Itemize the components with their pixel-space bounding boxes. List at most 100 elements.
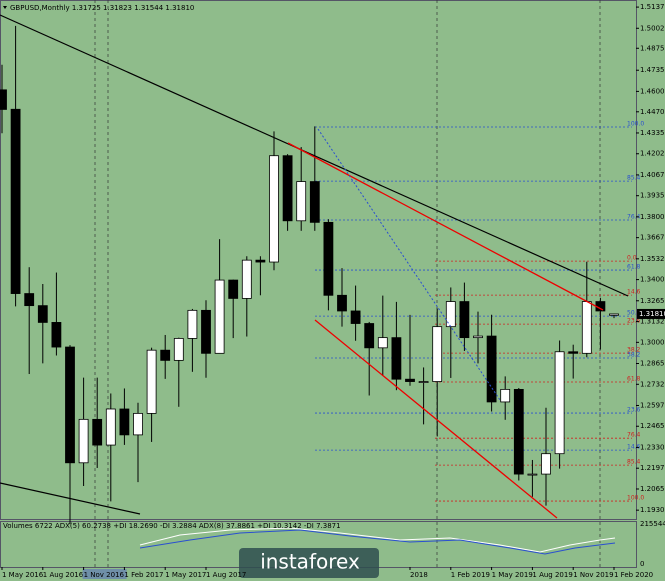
y-tick-label: 1.46000: [640, 87, 665, 95]
candle-body: [10, 108, 21, 294]
y-tick-label: 1.31325: [640, 318, 665, 326]
candle-body: [323, 221, 334, 296]
candles: [0, 25, 619, 525]
fib-baseline: [317, 128, 501, 401]
candle-body: [241, 259, 252, 299]
header-icon: [3, 6, 7, 9]
candle-body: [51, 322, 62, 348]
y-tick-label: 1.42025: [640, 150, 665, 158]
x-tick-label: 2018: [410, 571, 428, 579]
candle-body: [391, 337, 402, 380]
candle-body: [0, 89, 7, 110]
x-tick-label: 1 Feb 2019: [451, 571, 490, 579]
candle-body: [513, 388, 524, 475]
y-tick-label: 1.32650: [640, 297, 665, 305]
y-tick-label: 1.39350: [640, 192, 665, 200]
y-tick-label: 1.21975: [640, 464, 665, 472]
y-tick-label: 1.35325: [640, 255, 665, 263]
watermark-box: [239, 548, 379, 578]
fib-label: 85.4: [627, 459, 641, 466]
x-tick-label: 1 Feb 2020: [614, 571, 653, 579]
trend-line: [0, 14, 629, 297]
candle-body: [228, 279, 239, 299]
fib-label: 23.6: [627, 318, 641, 325]
candle-body: [500, 388, 511, 403]
x-tick-label: 1 May 2019: [492, 571, 533, 579]
y-tick-label: 1.43350: [640, 129, 665, 137]
x-tick-label: 1 Feb 2017: [124, 571, 163, 579]
candle-body: [24, 293, 35, 307]
y-tick-label: 1.20650: [640, 485, 665, 493]
y-tick-label: 1.25975: [640, 401, 665, 409]
fib-label: 76.4: [627, 214, 641, 221]
y-tick-label: 1.34000: [640, 276, 665, 284]
candle-body: [296, 181, 307, 222]
y-tick-label: 1.38000: [640, 213, 665, 221]
candle-body: [609, 313, 619, 316]
fib-label: 38.2: [627, 347, 641, 354]
y-tick-label: 1.23300: [640, 443, 665, 451]
fib-label: 100.0: [627, 121, 644, 128]
y-tick-label: 1.50025: [640, 24, 665, 32]
candle-body: [581, 301, 592, 354]
candle-body: [432, 326, 443, 382]
y-tick-label: 1.28650: [640, 360, 665, 368]
candle-body: [133, 412, 143, 436]
drawings: [0, 14, 629, 519]
candle-body: [78, 418, 89, 464]
fib-label: 14.6: [627, 289, 641, 296]
y-tick-label: 1.36675: [640, 234, 665, 242]
candle-body: [269, 155, 279, 263]
watermark: instaforex: [260, 550, 360, 574]
candle-body: [105, 408, 116, 446]
channel-line: [314, 319, 558, 519]
candle-body: [541, 453, 551, 475]
y-tick-label: 1.19300: [640, 506, 665, 514]
header: GBPUSD,Monthly 1.31725 1.31823 1.31544 1…: [10, 4, 194, 12]
candle-body: [350, 310, 361, 324]
price-label-box: [637, 308, 665, 319]
indicator-max: 2155447: [640, 520, 665, 528]
channel-line: [287, 142, 604, 311]
x-tick-label: 1 Nov 2019: [573, 571, 613, 579]
fib-label: 61.8: [627, 264, 641, 271]
fib-label: 50.0: [627, 310, 641, 317]
candle-body: [146, 349, 157, 414]
indicator-min: 0: [640, 560, 644, 568]
y-tick-label: 1.51375: [640, 3, 665, 11]
x-tick-label: 1 Aug 2019: [532, 571, 572, 579]
candle-body: [459, 301, 470, 339]
x-tick-label: 1 May 2017: [165, 571, 206, 579]
y-tick-label: 1.24650: [640, 422, 665, 430]
y-tick-label: 1.40675: [640, 171, 665, 179]
y-tick-label: 1.44700: [640, 108, 665, 116]
y-tick-label: 1.30000: [640, 338, 665, 346]
indicator-title: Volumes 6722 ADX(5) 60.2738 +DI 18.2690 …: [3, 522, 341, 530]
di-line: [139, 529, 616, 555]
candle-body: [527, 473, 538, 476]
candle-body: [187, 309, 198, 339]
fib-label: 76.4: [627, 432, 641, 439]
fib-label: 23.6: [627, 407, 641, 414]
trend-line: [0, 482, 141, 515]
candle-body: [486, 335, 497, 403]
y-tick-label: 1.48750: [640, 44, 665, 52]
candle-body: [37, 305, 48, 323]
candle-body: [173, 338, 184, 361]
candle-body: [65, 346, 75, 464]
plot-frame: [0, 0, 637, 520]
fib-label: 85.4: [627, 175, 641, 182]
y-tick-label: 1.47350: [640, 66, 665, 74]
candle-body: [201, 309, 211, 354]
adx-line: [139, 527, 616, 553]
x-label-highlight: [82, 569, 127, 579]
candle-body: [405, 378, 415, 382]
candle-body: [337, 294, 347, 312]
candle-body: [214, 279, 225, 354]
y-tick-label: 1.27325: [640, 380, 665, 388]
fib-label: 14.6: [627, 444, 641, 451]
candle-body: [282, 155, 293, 222]
candle-body: [445, 301, 456, 328]
x-tick-label: 1 Aug 2017: [206, 571, 246, 579]
